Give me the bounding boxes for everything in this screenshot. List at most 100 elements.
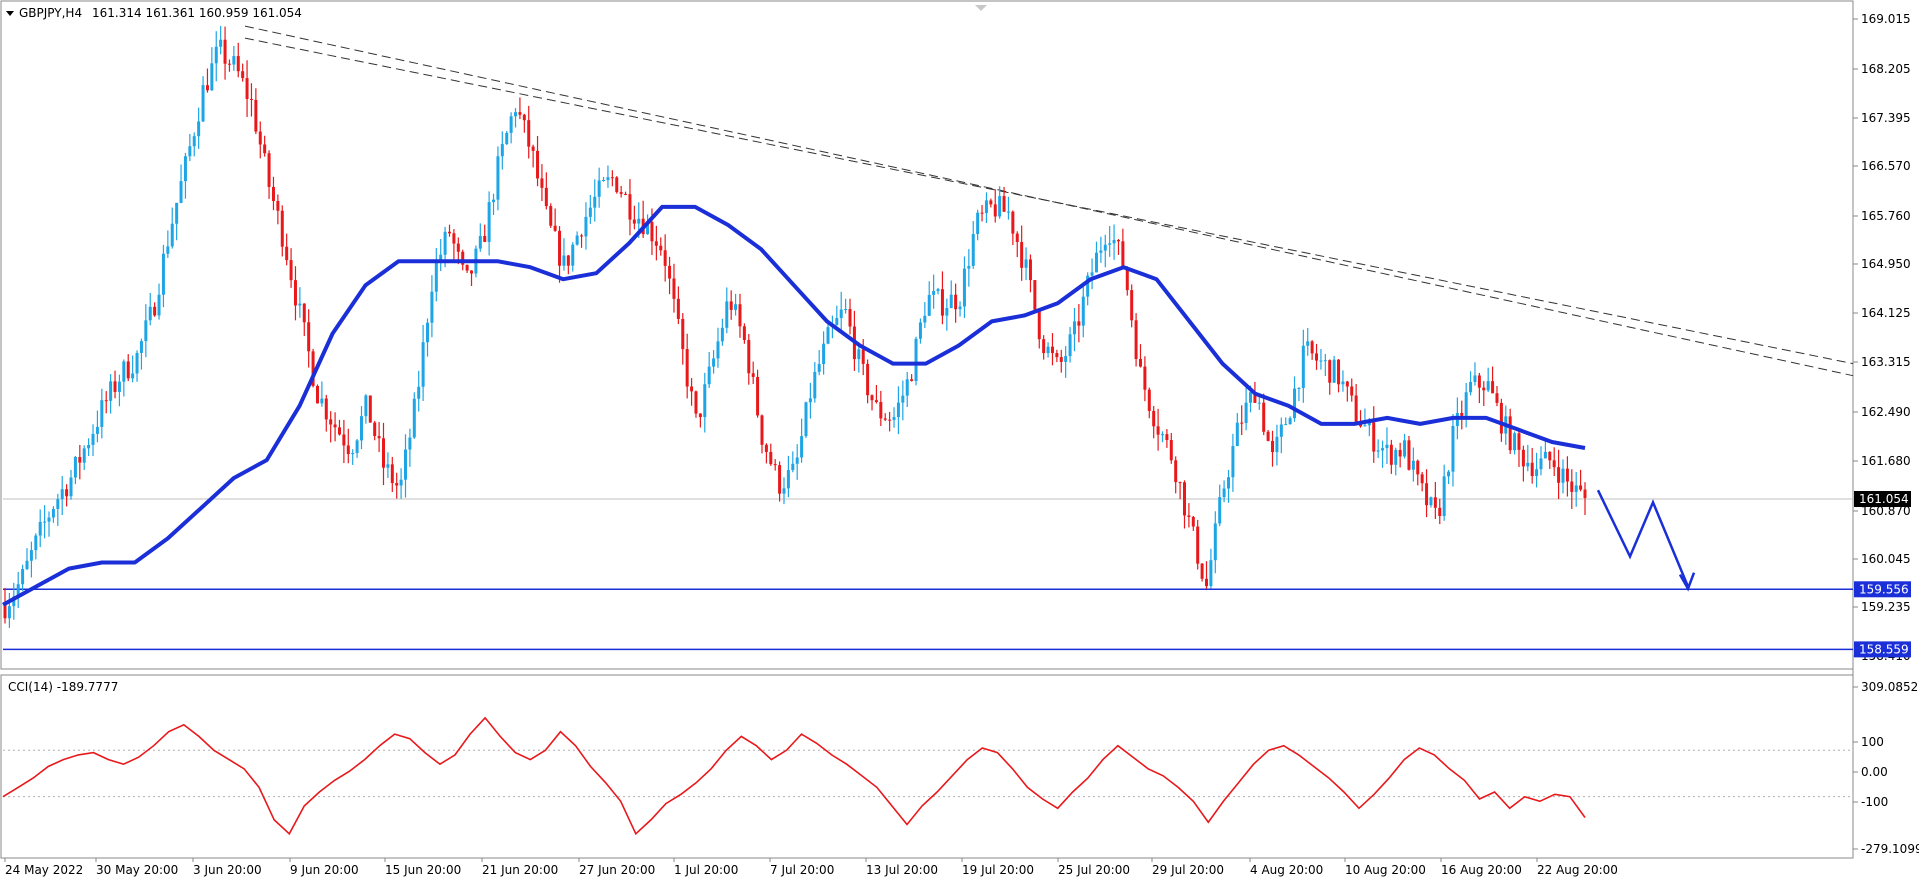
candle-body — [1081, 296, 1085, 326]
candle-body — [1323, 360, 1327, 362]
candle-body — [82, 448, 86, 463]
candle-body — [417, 386, 421, 399]
candle-body — [1350, 386, 1354, 396]
price-tick-label: 164.950 — [1861, 257, 1911, 271]
candle-body — [1174, 460, 1178, 483]
candle-body — [179, 181, 183, 203]
price-tick-label: 161.680 — [1861, 454, 1911, 468]
candle-body — [1579, 485, 1583, 490]
level-price-tag: 158.559 — [1859, 642, 1909, 656]
cci-tick-label: 0.00 — [1861, 765, 1888, 779]
candle-body — [320, 398, 324, 404]
candle-body — [562, 255, 566, 266]
candle-body — [1020, 242, 1024, 268]
candle-body — [1028, 259, 1032, 281]
candle-body — [276, 201, 280, 211]
candle-body — [1266, 431, 1270, 441]
candle-body — [56, 499, 60, 509]
candle-body — [223, 39, 227, 64]
candle-body — [448, 231, 452, 234]
candle-body — [302, 303, 306, 323]
candle-body — [346, 445, 350, 455]
candle-body — [91, 433, 95, 445]
cci-tick-label: -100 — [1861, 795, 1888, 809]
candle-body — [883, 418, 887, 420]
candle-body — [698, 413, 702, 418]
candle-body — [122, 361, 126, 382]
candle-body — [1477, 375, 1481, 388]
time-tick-label: 4 Aug 20:00 — [1250, 863, 1323, 877]
candle-body — [1495, 393, 1499, 403]
candle-body — [808, 398, 812, 403]
candle-body — [157, 294, 161, 316]
candle-body — [1231, 446, 1235, 478]
candle-body — [311, 351, 315, 386]
candle-body — [430, 291, 434, 323]
candle-body — [892, 417, 896, 420]
candle-body — [51, 508, 55, 518]
time-tick-label: 29 Jul 20:00 — [1152, 863, 1224, 877]
candle-body — [315, 385, 319, 404]
chart-menu-triangle-icon[interactable] — [6, 11, 14, 16]
candle-body — [1306, 341, 1310, 346]
candle-body — [1227, 477, 1231, 489]
candle-body — [249, 98, 253, 100]
current-price-tag-bg — [1854, 491, 1911, 508]
candle-body — [1072, 321, 1076, 335]
candle-body — [769, 451, 773, 465]
candle-body — [544, 187, 548, 207]
candle-body — [104, 400, 108, 402]
candle-body — [844, 309, 848, 311]
candle-body — [285, 246, 289, 261]
candle-body — [307, 322, 311, 352]
candle-body — [962, 268, 966, 307]
candle-body — [764, 444, 768, 452]
candle-body — [386, 464, 390, 468]
candle-body — [263, 144, 267, 154]
candle-body — [1112, 240, 1116, 244]
candle-body — [412, 398, 416, 438]
candle-body — [1411, 460, 1415, 470]
candle-body — [540, 178, 544, 188]
time-tick-label: 15 Jun 20:00 — [385, 863, 461, 877]
candle-body — [1094, 252, 1098, 273]
candle-body — [1460, 412, 1464, 416]
candle-body — [1398, 449, 1402, 457]
candle-body — [1473, 375, 1477, 382]
candle-body — [518, 112, 522, 115]
candle-body — [258, 131, 262, 145]
candle-body — [1024, 259, 1028, 268]
candle-body — [1068, 334, 1072, 357]
candle-body — [227, 63, 231, 65]
candle-body — [1429, 497, 1433, 506]
candle-body — [773, 464, 777, 466]
candle-body — [1491, 381, 1495, 394]
candle-body — [571, 244, 575, 266]
time-tick-label: 19 Jul 20:00 — [962, 863, 1034, 877]
main-plot-frame — [0, 0, 1854, 670]
candle-body — [500, 144, 504, 157]
candle-body — [87, 444, 91, 449]
candle-body — [606, 177, 610, 180]
candle-body — [1086, 275, 1090, 297]
candle-body — [1354, 395, 1358, 423]
candle-body — [1222, 488, 1226, 498]
candle-body — [214, 46, 218, 64]
price-tick-label: 167.395 — [1861, 111, 1911, 125]
candle-body — [109, 381, 113, 401]
candle-body — [1385, 444, 1389, 449]
candle-body — [751, 373, 755, 377]
candle-body — [624, 193, 628, 195]
candle-body — [1394, 449, 1398, 465]
candle-body — [1103, 244, 1107, 251]
candle-body — [329, 419, 333, 425]
candle-body — [144, 320, 148, 342]
scroll-marker-icon — [975, 5, 987, 11]
candle-body — [1565, 468, 1569, 482]
candle-body — [1271, 440, 1275, 453]
candle-body — [1425, 483, 1429, 506]
candle-body — [126, 361, 130, 379]
candle-body — [73, 456, 77, 478]
candle-body — [720, 327, 724, 342]
